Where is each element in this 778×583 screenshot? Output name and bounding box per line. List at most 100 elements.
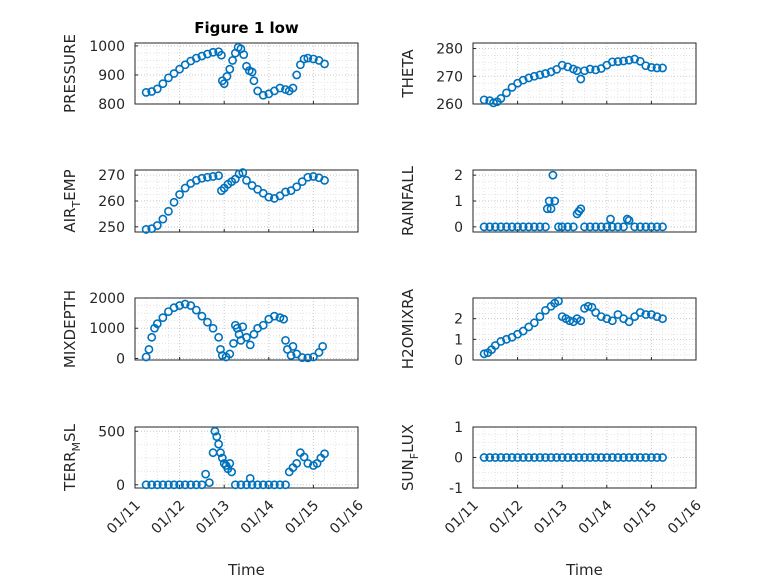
data-point bbox=[152, 319, 162, 329]
data-point bbox=[502, 453, 511, 462]
chart-title: Figure 1 low bbox=[194, 19, 299, 37]
data-point bbox=[186, 301, 196, 310]
x-tick-label: 01/12 bbox=[149, 498, 189, 538]
data-point bbox=[299, 54, 309, 64]
data-point bbox=[535, 312, 545, 321]
data-point bbox=[191, 53, 201, 63]
data-point bbox=[507, 82, 517, 92]
data-point bbox=[619, 222, 628, 232]
data-point bbox=[591, 308, 601, 317]
data-point bbox=[529, 222, 539, 232]
data-point bbox=[169, 69, 179, 78]
data-point bbox=[227, 467, 237, 477]
axes-box bbox=[472, 426, 697, 489]
data-point bbox=[180, 299, 190, 309]
data-point bbox=[518, 222, 528, 232]
data-point bbox=[596, 312, 606, 321]
data-point bbox=[303, 458, 313, 468]
data-point bbox=[613, 310, 623, 319]
y-tick-label: 1 bbox=[454, 420, 463, 436]
data-point bbox=[152, 221, 162, 230]
data-point bbox=[201, 469, 211, 479]
data-point bbox=[596, 222, 606, 232]
y-axis-label: MIXDEPTH bbox=[61, 290, 79, 368]
data-point bbox=[574, 453, 584, 462]
data-point bbox=[552, 64, 562, 74]
axes-box bbox=[472, 169, 697, 233]
data-point bbox=[602, 453, 612, 462]
data-point bbox=[249, 329, 259, 339]
data-point bbox=[214, 439, 224, 449]
data-point bbox=[502, 88, 511, 98]
data-point bbox=[175, 64, 184, 74]
data-point bbox=[228, 56, 237, 65]
axes-box bbox=[472, 42, 697, 105]
data-point bbox=[542, 204, 552, 214]
data-point bbox=[239, 50, 249, 60]
data-point bbox=[197, 173, 207, 183]
subplot-h2omixra: 0 1 2 H2OMIXRA bbox=[399, 288, 697, 369]
data-point bbox=[152, 84, 162, 94]
data-point bbox=[247, 480, 257, 490]
data-point bbox=[647, 310, 656, 319]
y-tick-label: 260 bbox=[436, 97, 463, 113]
data-point bbox=[596, 453, 606, 462]
data-point bbox=[242, 175, 251, 185]
y-axis-label: H2OMIXRA bbox=[399, 288, 417, 369]
data-point bbox=[541, 69, 550, 78]
data-point bbox=[613, 57, 623, 66]
data-point bbox=[606, 214, 615, 224]
data-point bbox=[535, 453, 545, 462]
y-axis-label: SUNFLUX bbox=[399, 424, 421, 491]
data-point bbox=[490, 341, 500, 350]
data-point bbox=[225, 458, 235, 468]
data-point bbox=[222, 72, 232, 81]
y-axis-label: THETA bbox=[399, 49, 417, 99]
data-point bbox=[485, 453, 495, 462]
data-point bbox=[169, 197, 179, 207]
data-point bbox=[314, 348, 324, 357]
data-point bbox=[524, 73, 534, 83]
y-tick-label: 1000 bbox=[89, 39, 125, 55]
y-tick-label: 0 bbox=[454, 353, 463, 369]
data-point bbox=[247, 67, 257, 77]
data-point bbox=[292, 70, 302, 80]
data-point bbox=[286, 351, 296, 360]
data-point bbox=[229, 338, 238, 348]
axes-box bbox=[134, 297, 359, 361]
data-point bbox=[518, 453, 528, 462]
data-point bbox=[279, 314, 289, 324]
subplot-mixdepth: 0 1000 2000 MIXDEPTH bbox=[61, 290, 359, 368]
data-point bbox=[591, 222, 601, 232]
data-point bbox=[175, 301, 184, 310]
y-axis-label: AIRTEMP bbox=[61, 169, 83, 232]
data-point bbox=[524, 453, 534, 462]
data-point bbox=[602, 222, 612, 232]
y-axis-label: RAINFALL bbox=[399, 165, 417, 236]
data-point bbox=[613, 222, 623, 232]
data-point bbox=[563, 222, 573, 232]
data-point bbox=[245, 340, 255, 350]
data-point bbox=[292, 458, 302, 468]
y-tick-label: 0 bbox=[116, 478, 125, 494]
x-tick-label: 01/16 bbox=[665, 497, 705, 537]
data-point bbox=[141, 225, 151, 234]
subplot-rainfall: 0 1 2 RAINFALL bbox=[399, 165, 697, 236]
data-point bbox=[541, 453, 550, 462]
x-tick-label: 01/11 bbox=[104, 498, 144, 538]
data-point bbox=[630, 453, 640, 462]
data-point bbox=[557, 60, 567, 70]
data-point bbox=[585, 222, 595, 232]
data-point bbox=[557, 222, 567, 232]
data-point bbox=[230, 480, 240, 490]
data-point bbox=[529, 71, 539, 81]
data-point bbox=[554, 296, 563, 306]
data-point bbox=[535, 70, 545, 80]
y-tick-label: 1 bbox=[454, 332, 463, 348]
data-point bbox=[552, 453, 562, 462]
data-point bbox=[175, 190, 184, 199]
data-point bbox=[203, 49, 212, 59]
subplot-theta: 260 270 280 THETA bbox=[399, 42, 697, 113]
x-tick-label: 01/15 bbox=[620, 498, 660, 538]
